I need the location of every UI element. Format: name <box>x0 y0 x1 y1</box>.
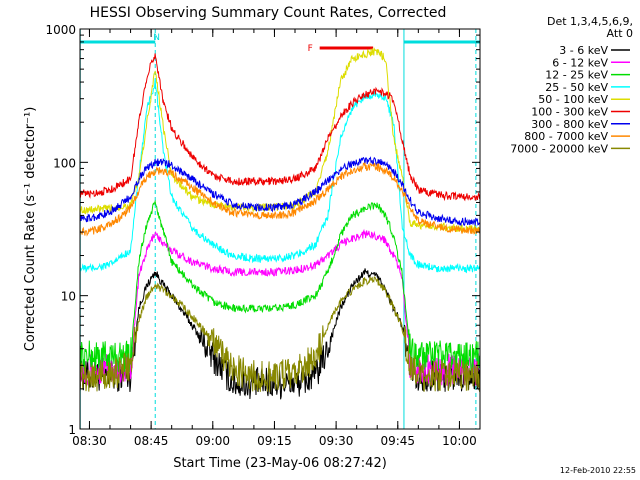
series-line-100-300-kev <box>79 53 481 202</box>
chart-title: HESSI Observing Summary Count Rates, Cor… <box>90 5 447 21</box>
footer-date: 12-Feb-2010 22:55 <box>560 466 636 475</box>
legend-label-300-800-kev: 300 - 800 keV <box>531 118 608 131</box>
legend-label-800-7000-kev: 800 - 7000 keV <box>524 130 608 143</box>
x-tick-label-3: 09:15 <box>257 434 292 448</box>
axis-ticks: 08:30 08:45 09:00 09:15 09:30 09:45 10:00 1 10 10… <box>45 23 481 448</box>
x-tick-label-0: 08:30 <box>72 434 107 448</box>
series-line-7000-20000-kev <box>79 276 481 392</box>
legend-label-12-25-kev: 12 - 25 keV <box>545 69 608 82</box>
series-line-12-25-kev <box>79 199 481 373</box>
y-tick-label-3: 1000 <box>45 23 76 37</box>
legend-label-25-50-kev: 25 - 50 keV <box>545 81 608 94</box>
y-tick-label-1: 10 <box>61 290 76 304</box>
legend-label-50-100-kev: 50 - 100 keV <box>538 93 608 106</box>
series-line-25-50-kev <box>79 78 481 274</box>
series-line-6-12-kev <box>79 228 480 387</box>
legend-header-line-2: Att 0 <box>607 27 633 40</box>
legend-label-3-6-kev: 3 - 6 keV <box>559 44 608 57</box>
legend-label-7000-20000-kev: 7000 - 20000 keV <box>510 142 608 155</box>
y-tick-label-2: 100 <box>53 156 76 170</box>
y-tick-label-0: 1 <box>68 423 76 437</box>
x-tick-label-6: 10:00 <box>442 434 477 448</box>
series-line-300-800-kev <box>79 156 481 227</box>
series-line-800-7000-kev <box>79 161 481 237</box>
x-tick-label-1: 08:45 <box>134 434 169 448</box>
flag-label-n: N <box>153 33 160 43</box>
legend-header-line-1: Det 1,3,4,5,6,9, <box>547 15 633 28</box>
legend-label-100-300-kev: 100 - 300 keV <box>531 106 608 119</box>
series-lines <box>79 47 481 400</box>
x-tick-label-5: 09:45 <box>380 434 415 448</box>
flag-bars: NF <box>80 33 480 54</box>
x-tick-label-4: 09:30 <box>319 434 354 448</box>
flag-label-f: F <box>308 44 313 54</box>
y-axis-label: Corrected Count Rate (s⁻¹ detector⁻¹) <box>23 107 38 352</box>
legend-label-6-12-kev: 6 - 12 keV <box>552 56 608 69</box>
plot-frame <box>79 28 481 430</box>
x-axis-label: Start Time (23-May-06 08:27:42) <box>173 456 387 471</box>
x-tick-label-2: 09:00 <box>195 434 230 448</box>
